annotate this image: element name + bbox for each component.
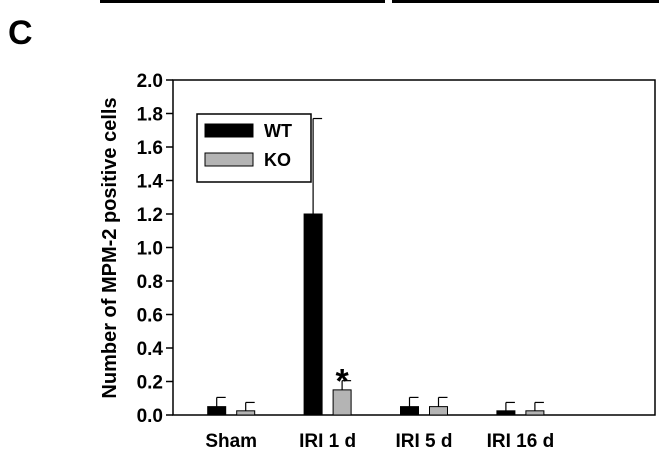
bar-wt-2 [400,406,419,416]
panel-letter: C [8,14,33,52]
y-tick-label: 0.6 [137,306,163,327]
y-tick-label: 1.0 [137,239,163,260]
cropped-panel-right-border [392,0,659,3]
x-axis-ticks: Sham IRI 1 d IRI 5 d IRI 16 d [205,431,554,452]
y-tick-label: 0.0 [137,406,163,427]
cropped-panel-left-border [100,0,385,3]
y-tick-label: 0.8 [137,272,163,293]
y-tick-label: 1.8 [137,105,163,126]
annotations: * [335,363,349,401]
bar-ko-2 [429,406,448,416]
y-axis-label: Number of MPM-2 positive cells [99,97,121,398]
legend-swatch-wt [204,123,254,138]
x-tick-label: IRI 16 d [487,431,555,452]
legend-label-ko: KO [264,150,291,170]
bar-wt-0 [207,406,227,416]
bar-ko-3 [525,410,545,416]
x-tick-label: Sham [205,431,257,452]
legend-label-wt: WT [264,121,292,141]
y-tick-label: 1.4 [137,172,164,193]
bars [207,117,545,416]
y-tick-label: 2.0 [137,71,163,92]
x-tick-label: IRI 5 d [395,431,452,452]
bar-wt-1 [303,213,323,416]
y-tick-label: 1.6 [137,138,163,159]
bar-wt-3 [496,410,516,416]
y-tick-label: 1.2 [137,205,163,226]
bar-ko-0 [236,410,256,416]
y-axis-ticks: 0.0 0.2 0.4 0.6 0.8 1.0 1.2 1.4 1.6 1.8 2.0 [137,71,173,427]
significance-marker: * [335,363,349,401]
legend-swatch-ko [204,152,254,167]
y-tick-label: 0.2 [137,373,163,394]
x-tick-label: IRI 1 d [299,431,356,452]
y-tick-label: 0.4 [137,339,164,360]
legend: WT KO [196,113,312,183]
